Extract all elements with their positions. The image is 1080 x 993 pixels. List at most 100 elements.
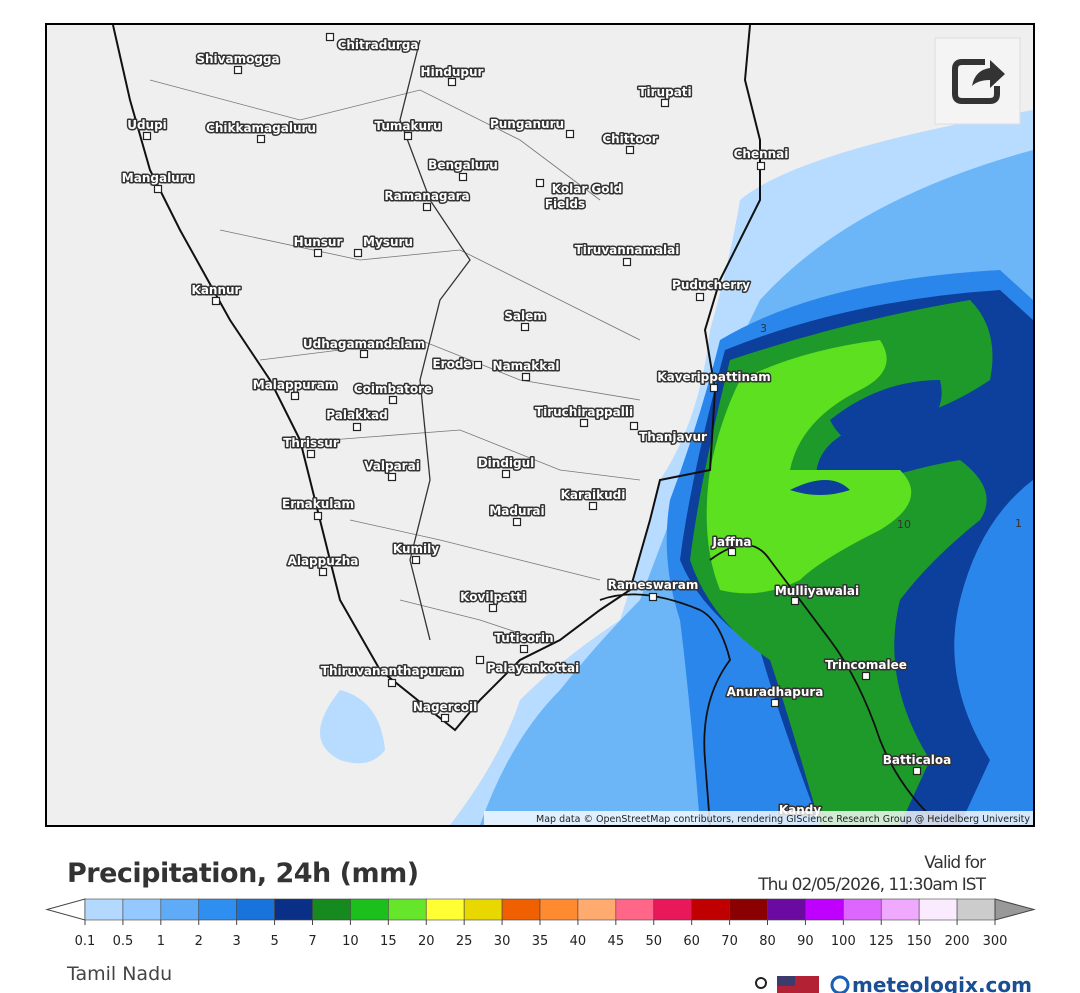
legend-label: 10 xyxy=(342,934,359,949)
city-marker xyxy=(648,592,658,602)
city-marker xyxy=(629,421,639,431)
city-marker xyxy=(318,567,328,577)
legend-swatch xyxy=(880,898,920,921)
city-label: Mangaluru xyxy=(122,171,194,185)
city-label: Udupi xyxy=(127,118,167,132)
legend-swatch xyxy=(805,898,844,921)
legend-swatch xyxy=(843,898,882,921)
city-marker xyxy=(290,391,300,401)
contour-label: 10 xyxy=(897,518,911,531)
city-marker xyxy=(388,395,398,405)
city-label: Tumakuru xyxy=(375,119,442,133)
district-borders xyxy=(149,79,641,641)
legend-label: 30 xyxy=(494,934,511,949)
city-marker xyxy=(403,131,413,141)
city-marker xyxy=(256,134,266,144)
city-marker xyxy=(353,248,363,258)
city-label: Thiruvananthapuram xyxy=(321,664,463,678)
city-marker xyxy=(625,145,635,155)
city-label: Batticaloa xyxy=(883,753,952,767)
legend-label: 150 xyxy=(907,934,932,949)
city-label: Ramanagara xyxy=(384,189,469,203)
city-label: Mulliyawalai xyxy=(775,584,859,598)
legend-label: 25 xyxy=(456,934,473,949)
city-label: Tuticorin xyxy=(494,631,553,645)
legend-swatch xyxy=(729,898,768,921)
legend-label: 2 xyxy=(195,934,203,949)
city-label: Bengaluru xyxy=(428,158,498,172)
legend-label: 45 xyxy=(608,934,625,949)
legend-arrow-low xyxy=(45,898,86,921)
legend-label: 20 xyxy=(418,934,435,949)
city-label: Namakkal xyxy=(493,359,560,373)
city-label: Palayankottai xyxy=(487,661,579,675)
boundary xyxy=(599,593,731,825)
legend-swatch xyxy=(653,898,692,921)
city-marker xyxy=(579,418,589,428)
city-marker xyxy=(387,472,397,482)
legend-swatch xyxy=(122,898,162,921)
legend-label: 35 xyxy=(532,934,549,949)
city-marker xyxy=(475,655,485,665)
legend-swatch xyxy=(312,898,351,921)
city-label: Anuradhapura xyxy=(727,685,824,699)
legend-label: 1 xyxy=(157,934,165,949)
city-marker xyxy=(709,383,719,393)
city-marker xyxy=(622,257,632,267)
share-button[interactable] xyxy=(934,37,1021,125)
city-label: Chitradurga xyxy=(338,38,419,52)
legend-label: 0.1 xyxy=(75,934,96,949)
city-marker xyxy=(501,469,511,479)
legend-label: 70 xyxy=(721,934,738,949)
city-marker xyxy=(359,349,369,359)
city-marker xyxy=(352,422,362,432)
search-icon[interactable] xyxy=(755,977,767,989)
city-label: Jaffna xyxy=(712,535,752,549)
share-arrow[interactable] xyxy=(972,60,1005,88)
legend-label: 300 xyxy=(983,934,1008,949)
city-marker xyxy=(233,65,243,75)
city-marker xyxy=(756,161,766,171)
city-marker xyxy=(588,501,598,511)
share-icon[interactable] xyxy=(952,59,1000,104)
city-label: Valparai xyxy=(364,459,420,473)
city-label: Nagercoil xyxy=(413,700,477,714)
brand[interactable]: meteologix.com xyxy=(852,973,1032,993)
legend-swatch xyxy=(691,898,730,921)
city-marker xyxy=(520,322,530,332)
legend-swatch xyxy=(425,898,465,921)
legend-swatch xyxy=(463,898,503,921)
city-marker xyxy=(488,603,498,613)
city-marker xyxy=(325,32,335,42)
city-marker xyxy=(422,202,432,212)
legend-label: 100 xyxy=(831,934,856,949)
city-label: Ernakulam xyxy=(282,497,354,511)
contour-label: 1 xyxy=(1015,517,1022,530)
legend-swatch xyxy=(198,898,237,921)
city-marker xyxy=(727,547,737,557)
attribution-bg xyxy=(484,811,1033,825)
legend-swatch xyxy=(615,898,655,921)
city-label: Punganuru xyxy=(490,117,564,131)
city-label: Puducherry xyxy=(672,278,750,292)
city-label: Fields xyxy=(545,197,585,211)
precip-lightgreen xyxy=(706,340,912,594)
legend-label: 90 xyxy=(797,934,814,949)
city-label: Tirupati xyxy=(638,85,691,99)
legend-label: 60 xyxy=(683,934,700,949)
city-marker xyxy=(142,131,152,141)
legend-swatch xyxy=(577,898,617,921)
city-label: Chittoor xyxy=(602,132,657,146)
city-marker xyxy=(387,678,397,688)
legend-swatch xyxy=(956,898,996,921)
city-label: Hunsur xyxy=(294,235,343,249)
legend-label: 80 xyxy=(759,934,776,949)
legend-swatch xyxy=(350,898,389,921)
state-border xyxy=(399,39,471,641)
city-label: Thanjavur xyxy=(639,430,707,444)
city-label: Tiruvannamalai xyxy=(575,243,680,257)
region: Tamil Nadu xyxy=(66,963,172,985)
city-label: Chikkamagaluru xyxy=(206,121,316,135)
